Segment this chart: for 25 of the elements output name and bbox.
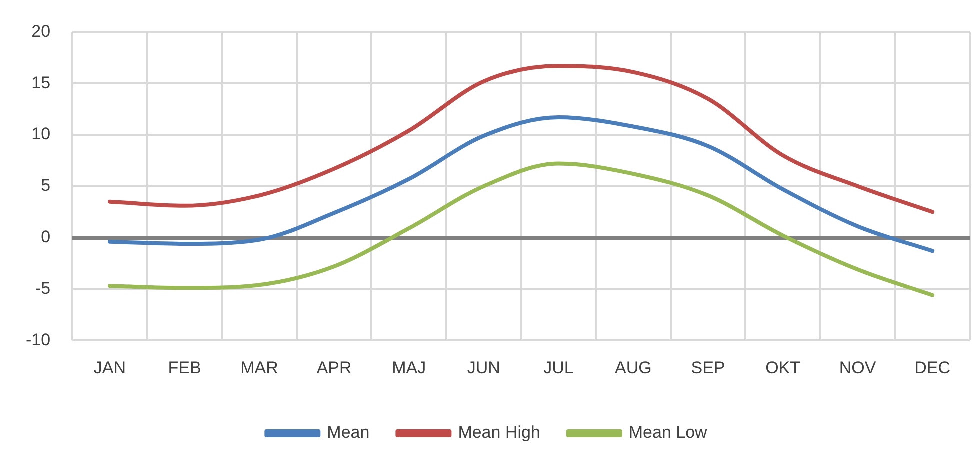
- y-tick-label: 5: [41, 176, 51, 196]
- x-tick-label: OKT: [766, 358, 801, 378]
- y-tick-label: -10: [26, 330, 51, 350]
- x-tick-label: DEC: [914, 358, 951, 378]
- x-tick-label: SEP: [691, 358, 726, 378]
- x-tick-label: JAN: [94, 358, 126, 378]
- line-series: [108, 64, 935, 214]
- line-series: [108, 116, 935, 254]
- x-tick-label: JUN: [467, 358, 500, 378]
- x-tick-label: MAJ: [392, 358, 426, 378]
- x-tick-label: FEB: [168, 358, 202, 378]
- x-tick-label: NOV: [839, 358, 877, 378]
- x-tick-label: APR: [316, 358, 352, 378]
- legend-label: Mean Low: [628, 423, 708, 442]
- line-series: [108, 162, 935, 298]
- y-tick-label: 0: [41, 227, 51, 246]
- x-tick-label: MAR: [240, 358, 278, 378]
- y-tick-label: 15: [32, 73, 51, 92]
- legend-label: Mean High: [458, 423, 540, 442]
- x-tick-label: JUL: [544, 358, 574, 378]
- x-tick-label: AUG: [615, 358, 652, 378]
- legend-label: Mean: [327, 423, 370, 442]
- y-tick-label: 10: [32, 124, 51, 144]
- y-tick-label: 20: [32, 22, 51, 41]
- y-tick-label: -5: [35, 278, 51, 298]
